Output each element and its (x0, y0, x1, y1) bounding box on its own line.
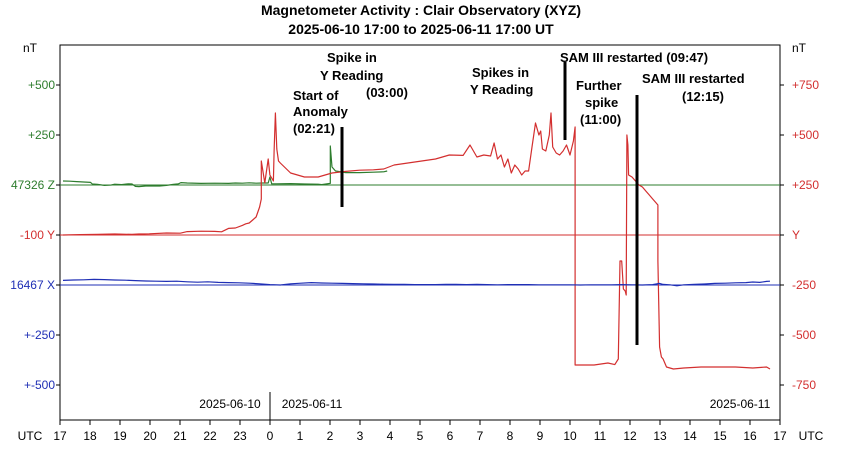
x-tick-label: 11 (594, 429, 607, 443)
annotation-further-spike-2: spike (585, 95, 618, 110)
x-unit-label-right: UTC (799, 429, 824, 443)
x-tick-label: 17 (773, 429, 787, 443)
x-tick-label: 1 (297, 429, 304, 443)
annotation-start-of-anomaly-3: (02:21) (293, 121, 335, 136)
date-label-next: 2025-06-11 (282, 397, 343, 411)
annotation-start-of-anomaly-1: Start of (293, 88, 339, 103)
x-tick-label: 18 (83, 429, 97, 443)
x-tick-label: 13 (653, 429, 667, 443)
right-tick-label: -250 (792, 278, 816, 292)
x-tick-label: 14 (683, 429, 697, 443)
annotation-spikes-y-1: Spikes in (472, 65, 529, 80)
chart-subtitle: 2025-06-10 17:00 to 2025-06-11 17:00 UT (288, 21, 554, 37)
chart-title: Magnetometer Activity : Clair Observator… (261, 2, 581, 18)
x-tick-label: 10 (563, 429, 577, 443)
x-tick-label: 2 (327, 429, 334, 443)
annotation-markers (340, 62, 639, 345)
annotations: Start of Anomaly (02:21) Spike in Y Read… (293, 50, 745, 136)
annotation-sam-restart-2-1: SAM III restarted (642, 71, 745, 86)
left-tick-label: -100 Y (20, 228, 55, 242)
x-tick-label: 5 (417, 429, 424, 443)
left-tick-label: +500 (28, 78, 55, 92)
annotation-further-spike-3: (11:00) (580, 112, 621, 127)
x-tick-label: 23 (233, 429, 247, 443)
series-layer (62, 112, 771, 370)
left-unit-label: nT (23, 41, 38, 55)
x-tick-label: 19 (113, 429, 127, 443)
left-tick-label: +-500 (24, 378, 55, 392)
series-line-y (62, 112, 771, 370)
left-tick-label: 16467 X (10, 278, 55, 292)
x-tick-label: 22 (203, 429, 217, 443)
x-tick-label: 15 (713, 429, 727, 443)
right-axis-ticks: +750 +500 +250 Y -250 -500 -750 (780, 78, 819, 392)
x-tick-label: 12 (623, 429, 637, 443)
left-axis-ticks: +500 +250 47326 Z -100 Y 16467 X +-250 +-500 (10, 78, 60, 392)
annotation-start-of-anomaly-2: Anomaly (293, 104, 349, 119)
annotation-sam-restart-2-2: (12:15) (682, 89, 724, 104)
x-tick-label: 9 (537, 429, 544, 443)
left-tick-label: +-250 (24, 328, 55, 342)
date-label-end: 2025-06-11 (710, 397, 771, 411)
right-tick-label: -500 (792, 328, 816, 342)
series-line-z (62, 145, 388, 188)
annotation-spikes-y-2: Y Reading (470, 82, 533, 97)
left-tick-label: 47326 Z (11, 178, 55, 192)
x-tick-label: 6 (447, 429, 454, 443)
annotation-spike-y-2: Y Reading (320, 68, 383, 83)
left-tick-label: +250 (28, 128, 55, 142)
date-label-start: 2025-06-10 (199, 397, 261, 411)
annotation-spike-time: (03:00) (366, 85, 408, 100)
x-tick-label: 17 (53, 429, 67, 443)
series-line-x (62, 278, 771, 287)
right-unit-label: nT (792, 41, 807, 55)
x-tick-label: 21 (173, 429, 187, 443)
annotation-spike-y-1: Spike in (327, 50, 377, 65)
right-tick-label: +250 (792, 178, 819, 192)
annotation-further-spike-1: Further (576, 78, 622, 93)
x-axis-ticks: 17 18 19 20 21 22 23 0 1 2 3 4 5 6 7 8 9 10 11 12 13 14 15 16 17 (53, 420, 787, 443)
x-tick-label: 7 (477, 429, 484, 443)
x-tick-label: 4 (387, 429, 394, 443)
x-unit-label-left: UTC (18, 429, 43, 443)
x-tick-label: 20 (143, 429, 157, 443)
right-tick-label: Y (792, 228, 800, 242)
x-tick-label: 8 (507, 429, 514, 443)
x-tick-label: 3 (357, 429, 364, 443)
right-tick-label: +750 (792, 78, 819, 92)
annotation-sam-restart-1: SAM III restarted (09:47) (560, 50, 708, 65)
x-tick-label: 16 (743, 429, 757, 443)
right-tick-label: -750 (792, 378, 816, 392)
right-tick-label: +500 (792, 128, 819, 142)
x-tick-label: 0 (267, 429, 274, 443)
